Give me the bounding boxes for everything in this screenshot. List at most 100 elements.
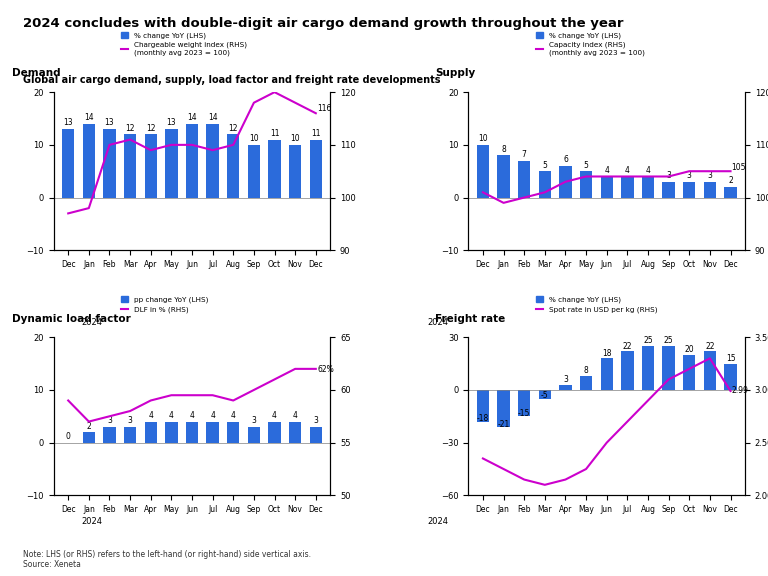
- Text: 25: 25: [643, 336, 653, 346]
- Bar: [207, 124, 219, 198]
- Bar: [518, 161, 531, 198]
- Text: 3: 3: [563, 375, 568, 384]
- Bar: [268, 422, 281, 442]
- Text: 7: 7: [521, 150, 527, 159]
- Text: -21: -21: [498, 419, 510, 429]
- Text: 11: 11: [270, 129, 280, 138]
- Bar: [642, 346, 654, 390]
- Bar: [144, 422, 157, 442]
- Text: 4: 4: [646, 166, 650, 175]
- Bar: [248, 145, 260, 198]
- Text: -5: -5: [541, 392, 548, 400]
- Text: 22: 22: [623, 342, 632, 351]
- Bar: [186, 422, 198, 442]
- Text: 8: 8: [584, 366, 588, 376]
- Bar: [207, 422, 219, 442]
- Text: 6: 6: [563, 156, 568, 164]
- Text: 8: 8: [502, 145, 506, 154]
- Bar: [601, 176, 613, 198]
- Legend: % change YoY (LHS), Chargeable weight index (RHS)
(monthly avg 2023 = 100): % change YoY (LHS), Chargeable weight in…: [118, 29, 250, 59]
- Text: 105: 105: [732, 163, 746, 172]
- Text: 12: 12: [229, 124, 238, 132]
- Text: 12: 12: [125, 124, 135, 132]
- Text: 0: 0: [66, 432, 71, 441]
- Text: 12: 12: [146, 124, 155, 132]
- Text: 4: 4: [169, 411, 174, 420]
- Text: 13: 13: [104, 119, 114, 127]
- Text: 5: 5: [584, 161, 588, 170]
- Text: Dynamic load factor: Dynamic load factor: [12, 313, 131, 324]
- Text: 14: 14: [84, 113, 94, 122]
- Text: Freight rate: Freight rate: [435, 313, 505, 324]
- Bar: [703, 351, 716, 390]
- Text: 18: 18: [602, 349, 611, 358]
- Text: -18: -18: [477, 414, 489, 423]
- Text: 10: 10: [249, 134, 259, 143]
- Text: 4: 4: [293, 411, 298, 420]
- Bar: [165, 422, 177, 442]
- Text: 25: 25: [664, 336, 674, 346]
- Bar: [663, 346, 675, 390]
- Text: 13: 13: [64, 119, 73, 127]
- Text: 3: 3: [251, 416, 257, 425]
- Bar: [310, 427, 322, 442]
- Bar: [477, 145, 489, 198]
- Text: 2024 concludes with double-digit air cargo demand growth throughout the year: 2024 concludes with double-digit air car…: [23, 17, 624, 31]
- Text: 2024: 2024: [81, 517, 103, 526]
- Bar: [227, 422, 240, 442]
- Bar: [310, 139, 322, 198]
- Bar: [83, 432, 95, 442]
- Bar: [289, 145, 301, 198]
- Text: 10: 10: [478, 134, 488, 143]
- Text: Demand: Demand: [12, 69, 61, 78]
- Bar: [724, 187, 737, 198]
- Bar: [124, 427, 136, 442]
- Text: 20: 20: [684, 345, 694, 354]
- Text: 62%: 62%: [318, 365, 335, 374]
- Text: 2024: 2024: [427, 517, 449, 526]
- Bar: [559, 166, 571, 198]
- Bar: [186, 124, 198, 198]
- Text: 3: 3: [107, 416, 112, 425]
- Bar: [621, 176, 634, 198]
- Text: Supply: Supply: [435, 69, 475, 78]
- Text: 116: 116: [317, 104, 331, 112]
- Bar: [103, 427, 116, 442]
- Text: -15: -15: [518, 409, 531, 418]
- Text: Note: LHS (or RHS) refers to the left-hand (or right-hand) side vertical axis.
S: Note: LHS (or RHS) refers to the left-ha…: [23, 550, 311, 570]
- Text: 4: 4: [604, 166, 609, 175]
- Text: 4: 4: [190, 411, 194, 420]
- Bar: [683, 355, 696, 390]
- Text: 5: 5: [542, 161, 548, 170]
- Text: 3: 3: [127, 416, 133, 425]
- Bar: [621, 351, 634, 390]
- Bar: [498, 156, 510, 198]
- Bar: [477, 390, 489, 422]
- Text: 4: 4: [210, 411, 215, 420]
- Text: 4: 4: [231, 411, 236, 420]
- Text: 2: 2: [87, 422, 91, 430]
- Bar: [538, 171, 551, 198]
- Bar: [124, 134, 136, 198]
- Text: 2024: 2024: [427, 319, 449, 327]
- Bar: [538, 390, 551, 399]
- Bar: [724, 363, 737, 390]
- Text: 11: 11: [311, 129, 320, 138]
- Bar: [580, 376, 592, 390]
- Legend: pp change YoY (LHS), DLF in % (RHS): pp change YoY (LHS), DLF in % (RHS): [118, 293, 211, 316]
- Text: 3: 3: [687, 171, 692, 180]
- Bar: [165, 129, 177, 198]
- Text: 2024: 2024: [81, 319, 103, 327]
- Text: 14: 14: [187, 113, 197, 122]
- Text: 13: 13: [167, 119, 176, 127]
- Text: 2.99: 2.99: [732, 386, 749, 395]
- Text: 3: 3: [666, 171, 671, 180]
- Bar: [248, 427, 260, 442]
- Bar: [601, 358, 613, 390]
- Text: 2: 2: [728, 176, 733, 185]
- Text: 3: 3: [313, 416, 318, 425]
- Bar: [289, 422, 301, 442]
- Text: Global air cargo demand, supply, load factor and freight rate developments: Global air cargo demand, supply, load fa…: [23, 75, 441, 85]
- Text: 10: 10: [290, 134, 300, 143]
- Bar: [703, 182, 716, 198]
